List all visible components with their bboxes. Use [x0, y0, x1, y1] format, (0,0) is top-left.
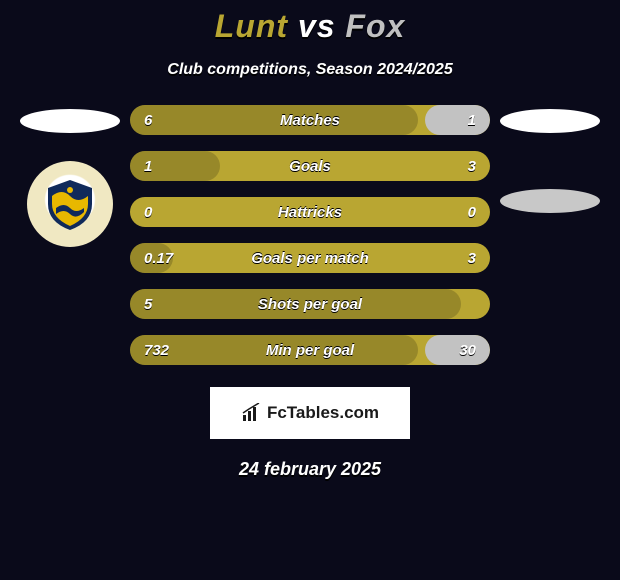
page-title: Lunt vs Fox [0, 8, 620, 45]
stat-value-right: 3 [468, 158, 476, 175]
vs-label: vs [298, 8, 336, 44]
player2-club-placeholder [500, 189, 600, 213]
stat-row: 0.17Goals per match3 [130, 243, 490, 273]
stat-bars: 6Matches11Goals30Hattricks00.17Goals per… [130, 105, 490, 365]
stat-value-right: 1 [468, 112, 476, 129]
stat-label: Hattricks [130, 204, 490, 221]
left-column [10, 105, 130, 247]
player2-name: Fox [345, 8, 405, 44]
comparison-widget: Lunt vs Fox Club competitions, Season 20… [0, 0, 620, 480]
right-column [490, 105, 610, 213]
stat-value-right: 3 [468, 250, 476, 267]
stat-row: 5Shots per goal [130, 289, 490, 319]
player1-name: Lunt [215, 8, 288, 44]
stat-label: Min per goal [130, 342, 490, 359]
chart-icon [241, 403, 261, 423]
player1-avatar-placeholder [20, 109, 120, 133]
stat-row: 1Goals3 [130, 151, 490, 181]
stat-value-right: 30 [459, 342, 476, 359]
stats-section: 6Matches11Goals30Hattricks00.17Goals per… [0, 105, 620, 365]
date-label: 24 february 2025 [0, 459, 620, 480]
stat-label: Shots per goal [130, 296, 490, 313]
stat-label: Goals [130, 158, 490, 175]
subtitle: Club competitions, Season 2024/2025 [0, 61, 620, 79]
stat-label: Goals per match [130, 250, 490, 267]
brand-label: FcTables.com [267, 403, 379, 423]
stat-row: 732Min per goal30 [130, 335, 490, 365]
stat-row: 0Hattricks0 [130, 197, 490, 227]
stat-label: Matches [130, 112, 490, 129]
shield-icon [40, 174, 100, 234]
stat-value-right: 0 [468, 204, 476, 221]
brand-badge[interactable]: FcTables.com [210, 387, 410, 439]
stat-row: 6Matches1 [130, 105, 490, 135]
player2-avatar-placeholder [500, 109, 600, 133]
player1-club-badge [27, 161, 113, 247]
